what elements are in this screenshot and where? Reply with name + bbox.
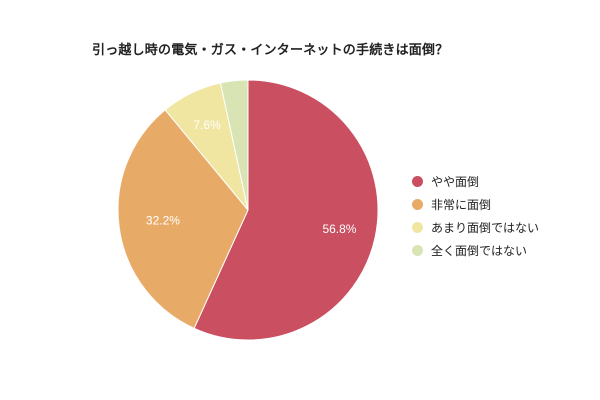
legend-swatch xyxy=(412,199,423,210)
pie-data-labels: 56.8% 32.2% 7.6% xyxy=(146,118,357,236)
pie-data-label-1: 56.8% xyxy=(322,222,356,236)
chart-legend: やや面倒非常に面倒あまり面倒ではない 全く面倒ではない xyxy=(412,170,539,262)
legend-item-4: 全く面倒ではない xyxy=(412,239,539,262)
legend-swatch xyxy=(412,176,423,187)
legend-swatch xyxy=(412,245,423,256)
chart-title: 引っ越し時の電気・ガス・インターネットの手続きは面倒？ xyxy=(92,43,449,58)
pie-data-label-2: 32.2% xyxy=(146,213,180,227)
legend-item-1: やや面倒 xyxy=(412,170,539,193)
pie-slice-1 xyxy=(193,79,379,341)
legend-label: やや面倒 xyxy=(431,175,480,189)
legend-label: 全く面倒ではない xyxy=(431,244,528,258)
legend-label: 非常に面倒 xyxy=(431,198,492,212)
pie-slice-4 xyxy=(219,79,249,211)
pie-slices xyxy=(117,79,379,341)
legend-label: あまり面倒ではない xyxy=(431,221,540,235)
pie-data-label-3: 7.6% xyxy=(193,118,221,132)
legend-item-3: あまり面倒ではない xyxy=(412,216,539,239)
legend-item-2: 非常に面倒 xyxy=(412,193,539,216)
legend-swatch xyxy=(412,222,423,233)
pie-slice-2 xyxy=(117,109,249,329)
